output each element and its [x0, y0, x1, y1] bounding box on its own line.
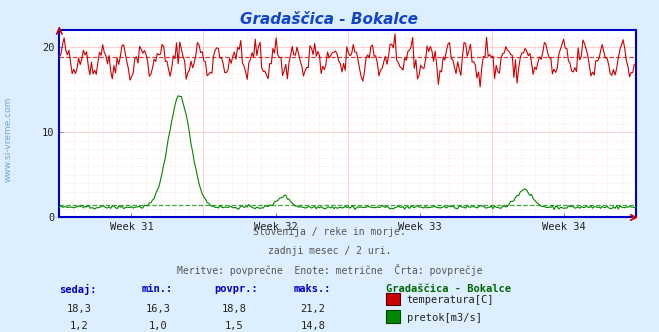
- Text: 18,8: 18,8: [221, 304, 246, 314]
- Text: 1,2: 1,2: [70, 321, 88, 331]
- Text: www.si-vreme.com: www.si-vreme.com: [4, 97, 13, 182]
- Text: Gradaščica - Bokalce: Gradaščica - Bokalce: [241, 12, 418, 27]
- Text: maks.:: maks.:: [293, 284, 331, 294]
- Text: Meritve: povprečne  Enote: metrične  Črta: povprečje: Meritve: povprečne Enote: metrične Črta:…: [177, 264, 482, 276]
- Text: Gradaščica - Bokalce: Gradaščica - Bokalce: [386, 284, 511, 294]
- Text: 1,5: 1,5: [225, 321, 243, 331]
- Text: min.:: min.:: [142, 284, 173, 294]
- Text: 18,3: 18,3: [67, 304, 92, 314]
- Text: pretok[m3/s]: pretok[m3/s]: [407, 313, 482, 323]
- Text: temperatura[C]: temperatura[C]: [407, 295, 494, 305]
- Text: 16,3: 16,3: [146, 304, 171, 314]
- Text: 14,8: 14,8: [301, 321, 326, 331]
- Text: 21,2: 21,2: [301, 304, 326, 314]
- Text: Slovenija / reke in morje.: Slovenija / reke in morje.: [253, 227, 406, 237]
- Text: povpr.:: povpr.:: [214, 284, 258, 294]
- Text: 1,0: 1,0: [149, 321, 167, 331]
- Text: zadnji mesec / 2 uri.: zadnji mesec / 2 uri.: [268, 246, 391, 256]
- Text: sedaj:: sedaj:: [59, 284, 97, 295]
